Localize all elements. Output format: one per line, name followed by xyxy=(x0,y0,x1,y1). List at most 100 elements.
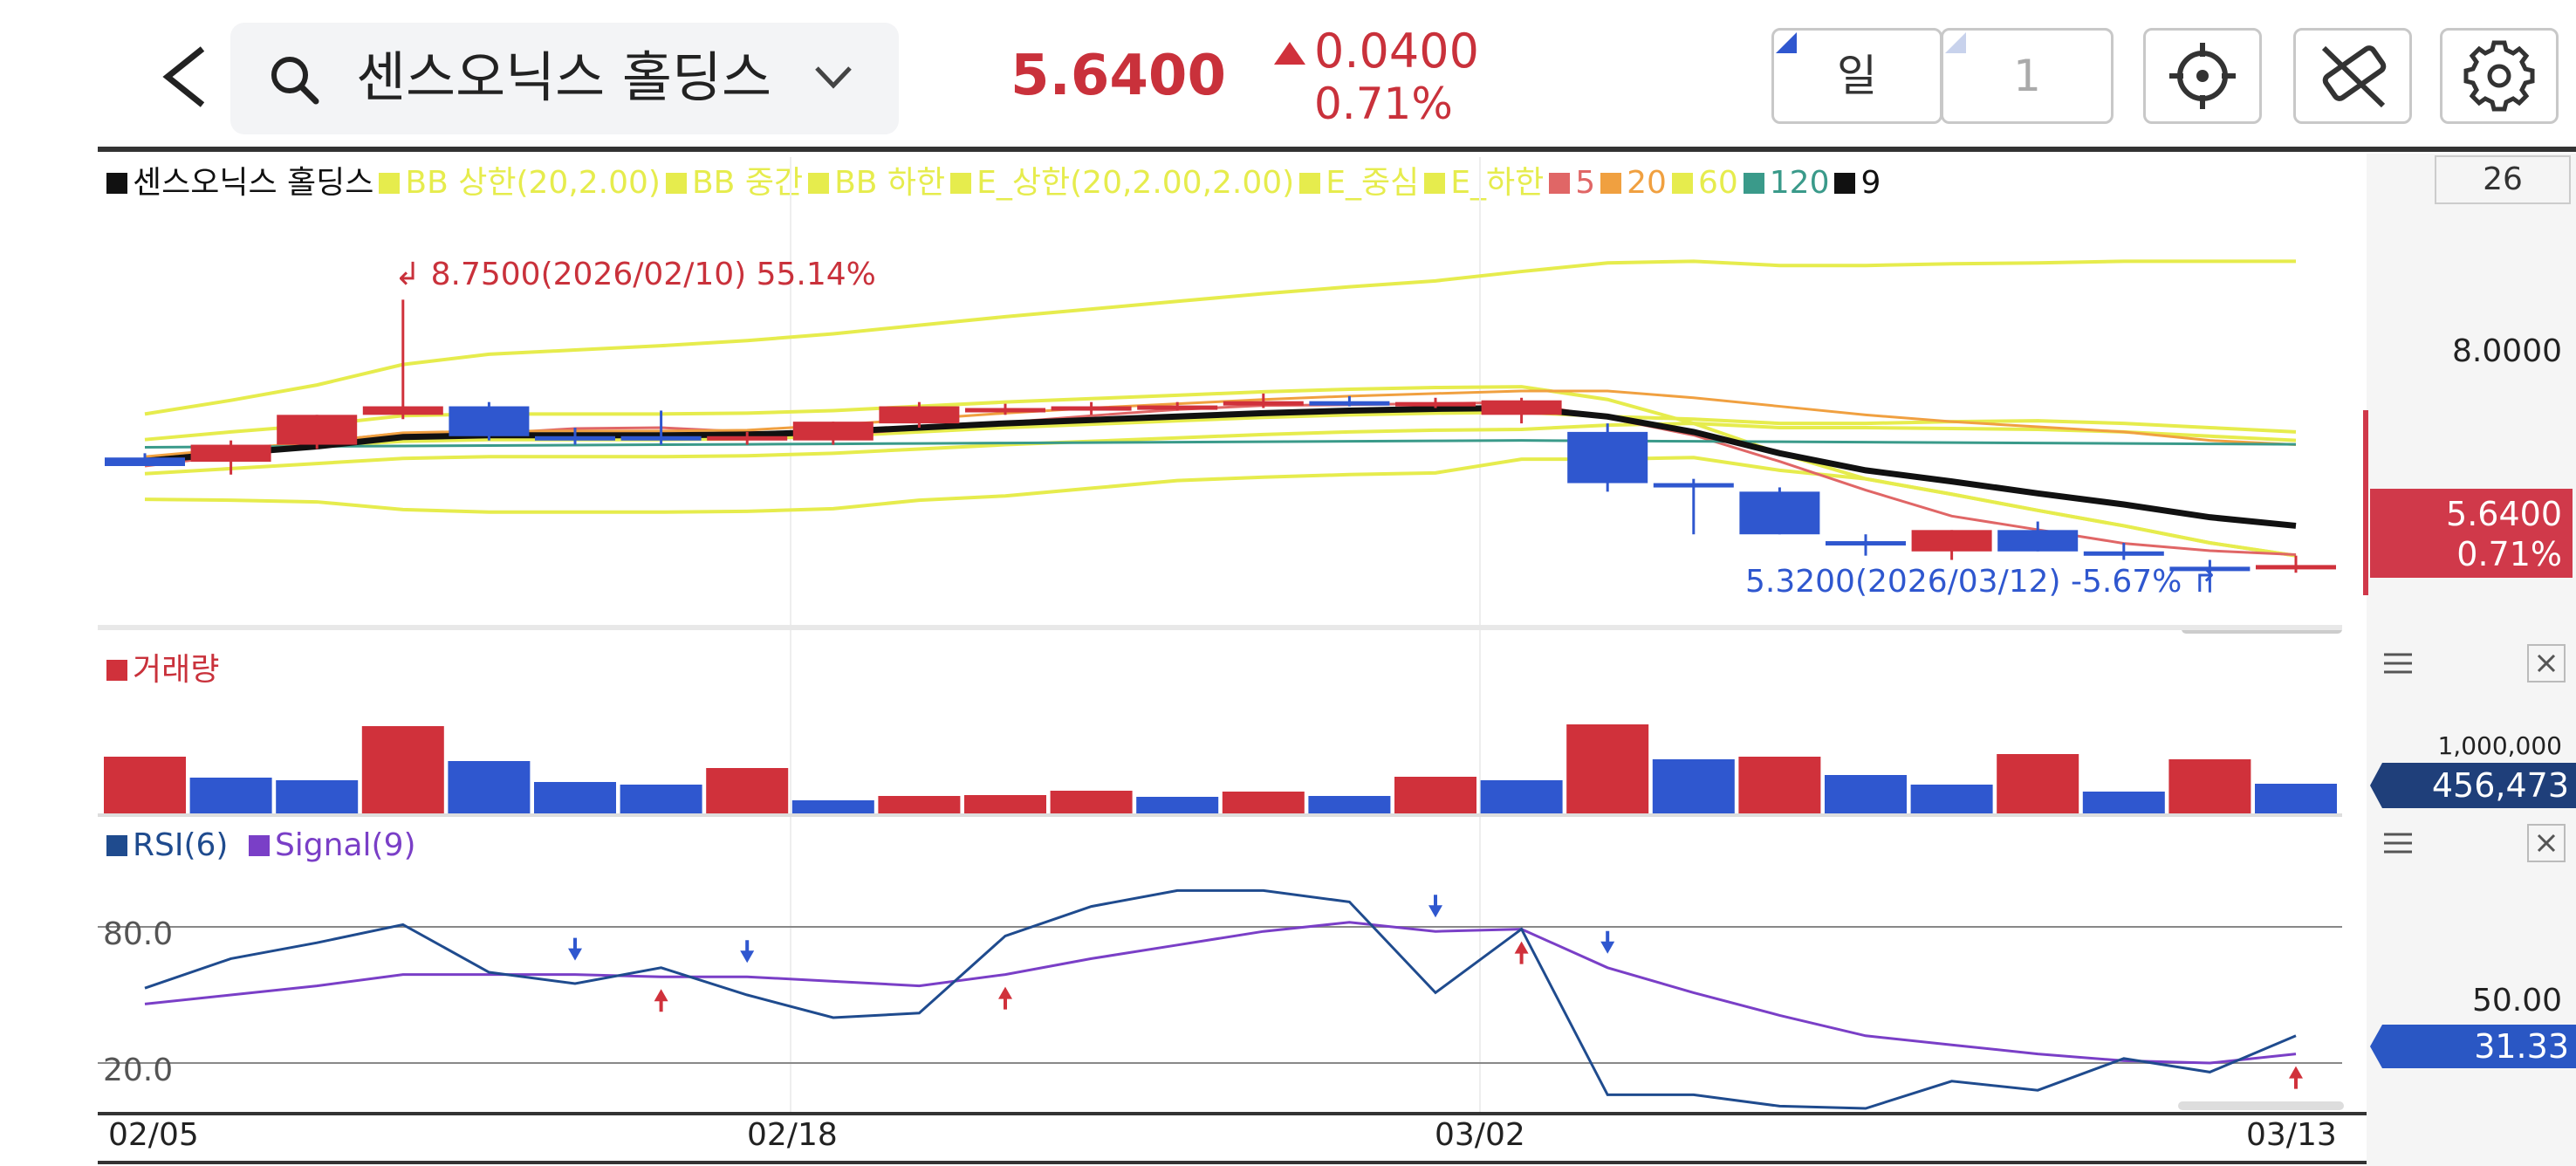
sell-arrow-icon xyxy=(740,940,755,964)
rsi-legend: RSI(6) Signal(9) xyxy=(106,827,416,863)
price-axis-label-8: 8.0000 xyxy=(2452,333,2562,369)
change-percent: 0.71% xyxy=(1314,79,1453,129)
volume-axis-label: 1,000,000 xyxy=(2437,731,2562,760)
volume-bar xyxy=(706,768,789,813)
candle-body xyxy=(879,406,960,424)
volume-bar xyxy=(1050,791,1133,813)
crosshair-button[interactable] xyxy=(2143,28,2262,124)
rsi-scrollbar[interactable] xyxy=(2178,1101,2344,1110)
rsi-axis-label: 50.00 xyxy=(2471,983,2562,1019)
legend-item: 120 xyxy=(1743,159,1830,208)
volume-bar xyxy=(1997,754,2079,813)
volume-bar xyxy=(189,778,272,813)
legend-item: 5 xyxy=(1549,159,1595,208)
volume-bar xyxy=(2082,792,2165,813)
volume-bar xyxy=(1394,777,1476,813)
sell-arrow-icon xyxy=(568,937,582,961)
candle-body xyxy=(1653,483,1734,488)
x-axis-line xyxy=(98,1112,2367,1115)
period-selector[interactable]: 일 xyxy=(1771,28,1942,124)
chevron-down-icon[interactable] xyxy=(812,61,855,99)
legend-swatch xyxy=(1600,173,1622,194)
volume-bar xyxy=(361,726,444,813)
bb-upper-line xyxy=(144,259,2296,416)
volume-bar xyxy=(1825,775,1907,813)
chevron-left-icon xyxy=(162,46,205,107)
arrow-down-left-icon: ↲ xyxy=(394,257,421,292)
legend-label: BB 중간 xyxy=(691,165,804,201)
candle-body xyxy=(535,436,615,441)
legend-label: BB 상한(20,2.00) xyxy=(405,165,661,201)
volume-title-text: 거래량 xyxy=(133,652,220,688)
legend-label: 60 xyxy=(1697,165,1738,201)
header-divider xyxy=(98,147,2576,152)
volume-close-icon[interactable] xyxy=(2527,644,2566,682)
ma120-line xyxy=(144,439,2297,449)
candle-body xyxy=(792,422,874,441)
price-panel-divider xyxy=(98,625,2342,630)
candle-body xyxy=(190,444,271,463)
search-icon xyxy=(267,52,323,112)
volume-bar xyxy=(620,785,702,813)
legend-swatch xyxy=(106,173,127,194)
high-annotation: ↲ 8.7500(2026/02/10) 55.14% xyxy=(394,257,876,292)
stock-search-box[interactable] xyxy=(230,23,899,134)
volume-bar xyxy=(1480,780,1563,813)
legend-swatch xyxy=(1299,173,1321,194)
candle-body xyxy=(1997,530,2079,552)
candle-body xyxy=(1826,541,1906,546)
volume-bar xyxy=(1652,759,1735,813)
volume-bar xyxy=(1136,797,1219,813)
legend-label: BB 하한 xyxy=(834,165,946,201)
volume-swatch xyxy=(106,660,127,681)
price-range-bar xyxy=(2363,410,2368,595)
volume-bar xyxy=(1566,724,1649,813)
low-annotation: 5.3200(2026/03/12) -5.67% ↱ xyxy=(1745,564,2218,600)
x-axis-label: 03/02 xyxy=(1435,1117,1525,1153)
settings-button[interactable] xyxy=(2440,28,2559,124)
back-button[interactable] xyxy=(148,35,227,119)
legend-label: 120 xyxy=(1769,165,1830,201)
stock-name[interactable]: 센스오닉스 홀딩스 xyxy=(356,45,772,109)
interval-value: 1 xyxy=(2013,51,2041,101)
volume-bar xyxy=(1308,796,1391,813)
rsi-close-icon[interactable] xyxy=(2527,824,2566,862)
signal-title: Signal(9) xyxy=(274,827,416,863)
legend-item: E_중심 xyxy=(1299,159,1419,208)
current-price-tag: 5.6400 0.71% xyxy=(2370,489,2573,578)
candle-body xyxy=(965,408,1045,413)
current-price-tag-value: 5.6400 xyxy=(2446,495,2562,533)
volume-bar xyxy=(791,800,874,813)
x-axis-label: 03/13 xyxy=(2246,1117,2337,1153)
legend-item: BB 상한(20,2.00) xyxy=(379,159,661,208)
corner-triangle-icon xyxy=(1776,32,1797,53)
legend-item: 9 xyxy=(1834,159,1881,208)
legend-item: E_상한(20,2.00,2.00) xyxy=(950,159,1294,208)
candle-body xyxy=(1051,406,1132,411)
candle-body xyxy=(707,436,788,441)
candle-body xyxy=(105,457,185,466)
legend-item: 센스오닉스 홀딩스 xyxy=(106,159,373,208)
bottom-border xyxy=(98,1161,2367,1164)
candle-body xyxy=(362,406,443,415)
sell-arrow-icon xyxy=(1600,930,1615,954)
drawing-tool-button[interactable] xyxy=(2293,28,2412,124)
candle-body xyxy=(1911,530,1992,552)
rsi-current-tag: 31.33 xyxy=(2370,1025,2576,1068)
bb-lower-line xyxy=(144,456,2297,558)
legend-swatch xyxy=(1834,173,1856,194)
interval-selector[interactable]: 1 xyxy=(1941,28,2114,124)
legend-item: BB 중간 xyxy=(665,159,804,208)
legend-swatch xyxy=(1671,173,1693,194)
legend-label: E_중심 xyxy=(1326,165,1420,201)
candle-body xyxy=(449,406,530,436)
legend-label: 20 xyxy=(1627,165,1667,201)
volume-bar xyxy=(964,795,1046,813)
rsi-menu-icon[interactable] xyxy=(2381,826,2415,864)
volume-menu-icon[interactable] xyxy=(2381,646,2415,684)
zoom-count[interactable]: 26 xyxy=(2435,155,2571,204)
candle-body xyxy=(1395,401,1476,407)
envelope-lower-line xyxy=(144,422,2297,476)
volume-bar xyxy=(878,796,961,813)
